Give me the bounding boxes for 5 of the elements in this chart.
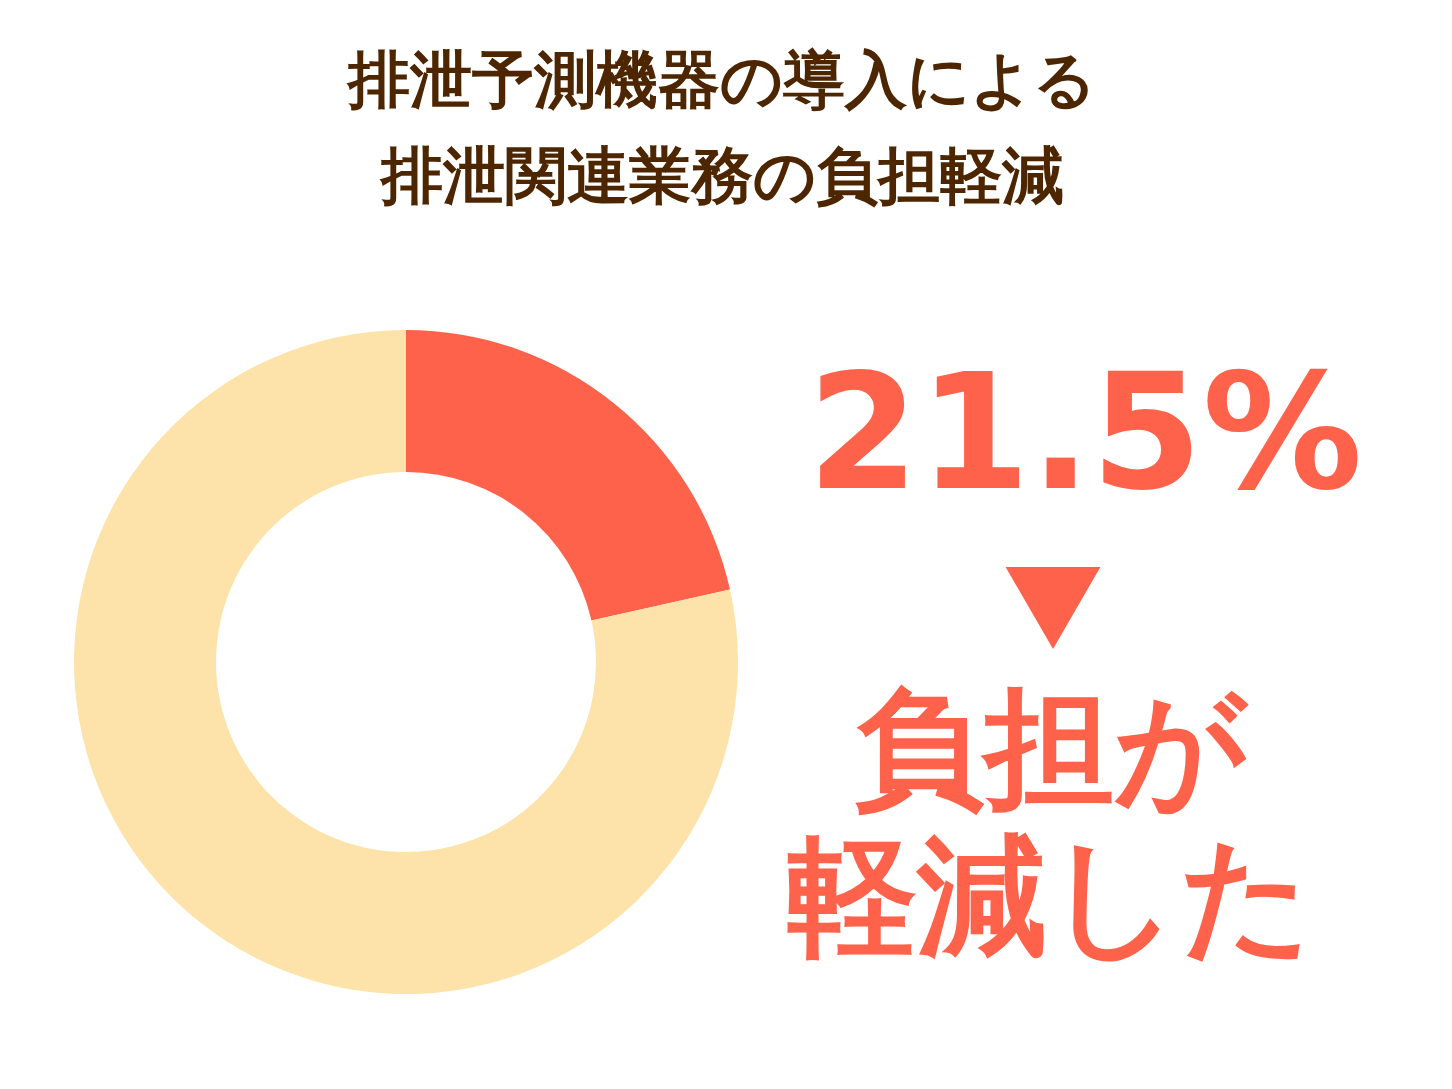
donut-slice	[406, 330, 730, 621]
legend-label: 負担が軽減した	[787, 672, 1313, 972]
data-label: 21.5%	[807, 339, 1363, 526]
chart-title: 排泄予測機器の導入による排泄関連業務の負担軽減	[346, 43, 1096, 212]
donut-slice	[74, 330, 738, 994]
